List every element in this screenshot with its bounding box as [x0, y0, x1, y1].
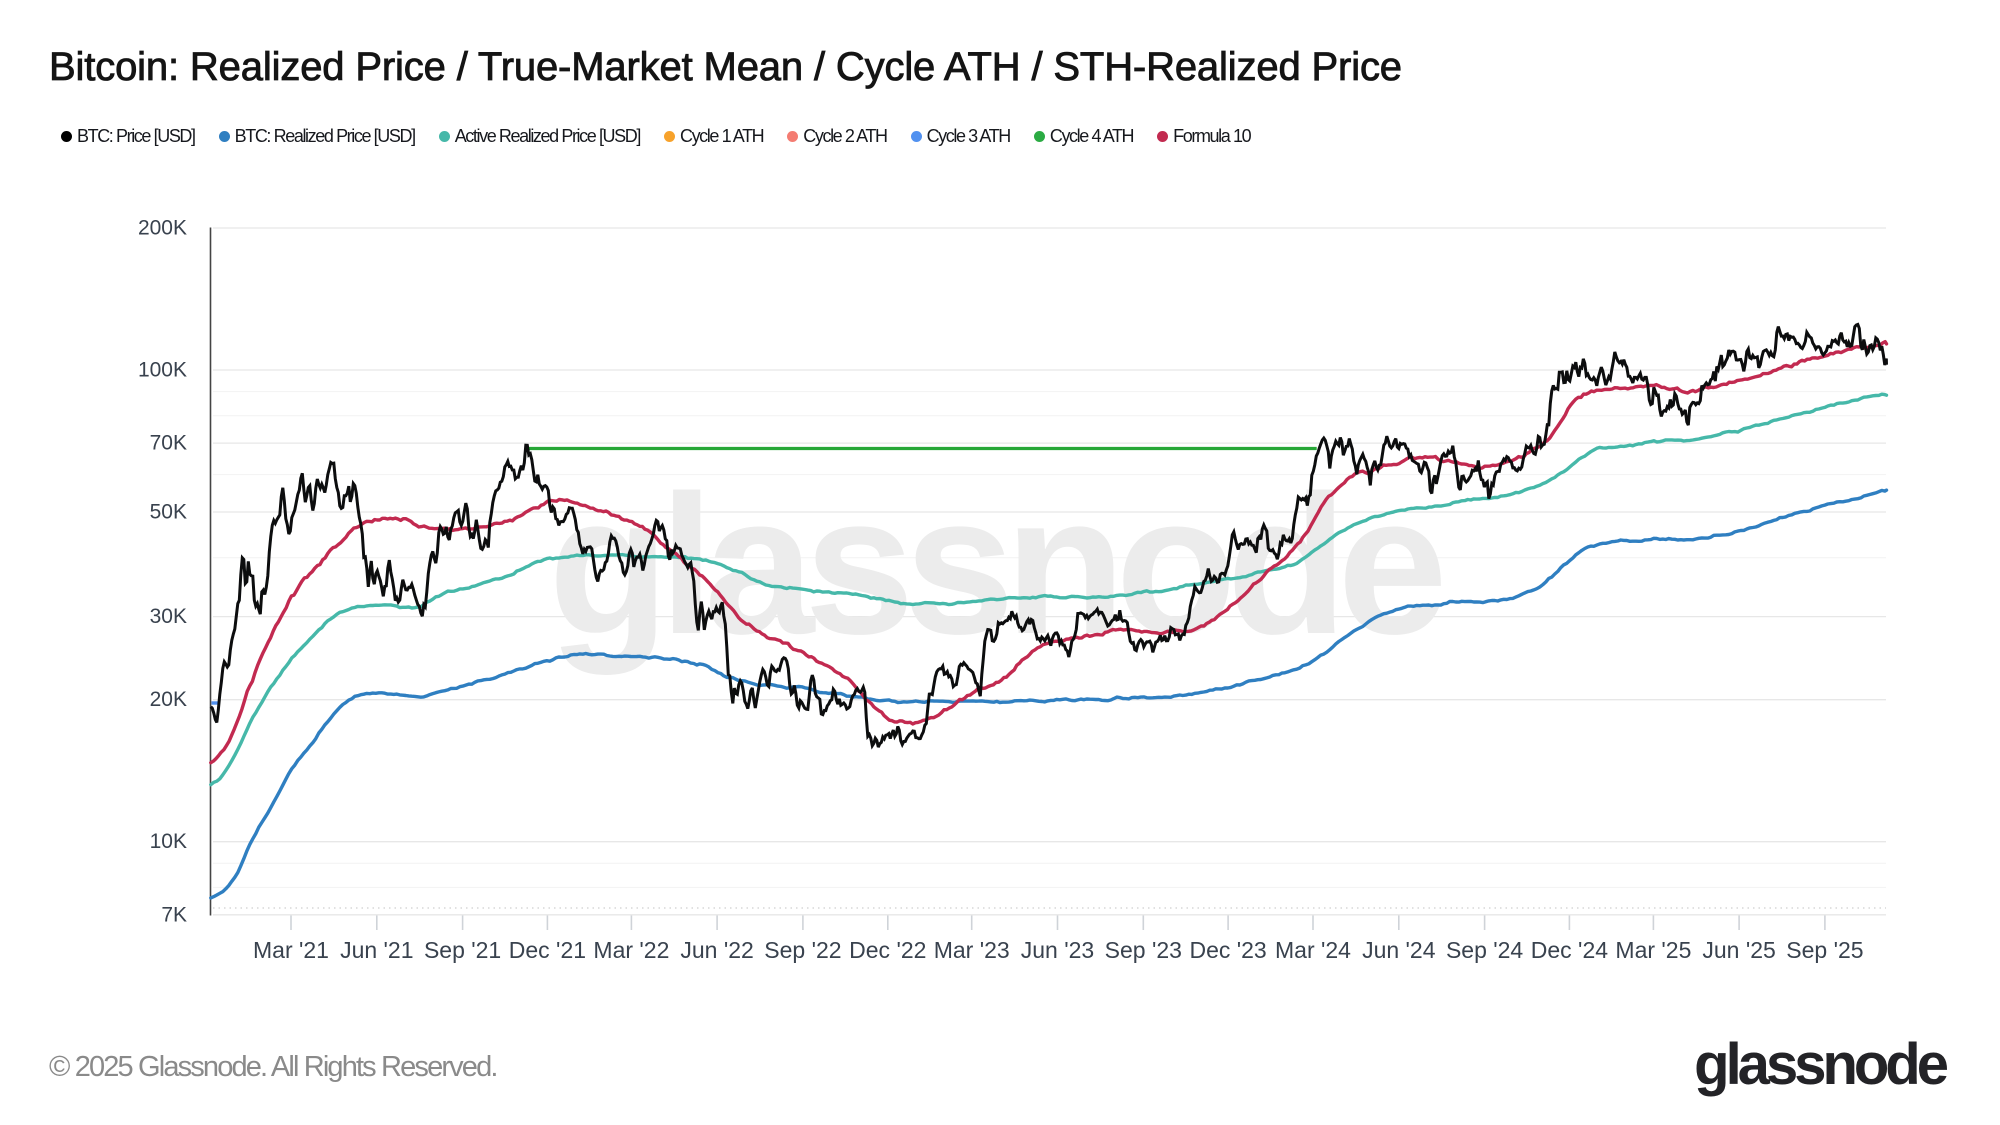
svg-text:Jun '24: Jun '24	[1362, 937, 1436, 963]
svg-text:20K: 20K	[150, 688, 187, 711]
svg-text:Jun '25: Jun '25	[1702, 937, 1775, 963]
svg-text:Sep '22: Sep '22	[764, 937, 841, 963]
svg-text:Dec '23: Dec '23	[1189, 937, 1266, 963]
svg-text:70K: 70K	[150, 432, 187, 455]
svg-text:glassnode: glassnode	[548, 454, 1441, 675]
svg-text:Jun '21: Jun '21	[340, 937, 413, 963]
svg-text:Mar '25: Mar '25	[1615, 937, 1691, 963]
svg-text:Dec '21: Dec '21	[509, 937, 586, 963]
svg-text:Mar '21: Mar '21	[253, 937, 329, 963]
svg-text:50K: 50K	[150, 501, 187, 524]
svg-text:200K: 200K	[138, 217, 187, 240]
svg-text:Mar '24: Mar '24	[1275, 937, 1351, 963]
svg-text:Dec '24: Dec '24	[1531, 937, 1608, 963]
svg-text:7K: 7K	[161, 903, 187, 926]
svg-text:Mar '22: Mar '22	[593, 937, 669, 963]
svg-text:Jun '22: Jun '22	[680, 937, 753, 963]
svg-text:Sep '21: Sep '21	[424, 937, 501, 963]
svg-text:Sep '24: Sep '24	[1446, 937, 1523, 963]
svg-text:Sep '25: Sep '25	[1786, 937, 1863, 963]
svg-text:Dec '22: Dec '22	[849, 937, 926, 963]
svg-text:30K: 30K	[150, 605, 187, 628]
svg-text:100K: 100K	[138, 359, 187, 382]
svg-text:Mar '23: Mar '23	[934, 937, 1010, 963]
svg-text:Sep '23: Sep '23	[1105, 937, 1182, 963]
svg-text:10K: 10K	[150, 830, 187, 853]
svg-text:Jun '23: Jun '23	[1021, 937, 1094, 963]
